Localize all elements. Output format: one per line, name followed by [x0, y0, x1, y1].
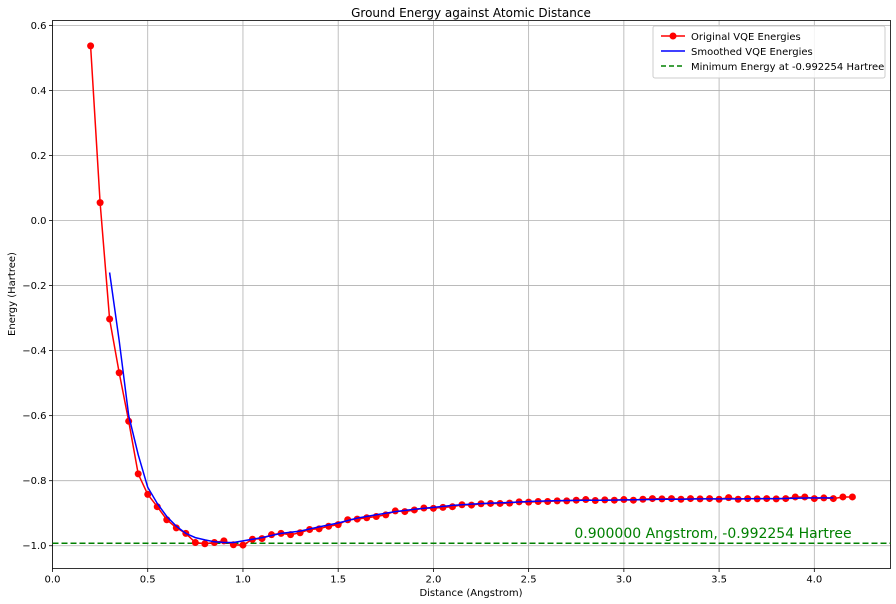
- original-vqe-point: [220, 537, 228, 545]
- smoothed-vqe-line: [108, 272, 834, 544]
- y-tick-label: 0.6: [31, 21, 47, 32]
- y-axis-label: Energy (Hartree): [7, 252, 18, 336]
- original-vqe-point: [848, 493, 856, 501]
- x-tick-label: 3.0: [616, 575, 632, 586]
- y-tick-label: −1.0: [22, 541, 46, 552]
- original-vqe-point: [96, 199, 104, 207]
- legend-original-marker: [669, 32, 677, 40]
- original-vqe-point: [239, 541, 247, 549]
- y-tick-label: −0.8: [22, 476, 46, 487]
- legend-minimum-label: Minimum Energy at -0.992254 Hartree: [691, 62, 884, 73]
- x-tick-label: 3.5: [711, 575, 727, 586]
- original-vqe-point: [839, 493, 847, 501]
- original-vqe-point: [725, 494, 733, 502]
- original-vqe-point: [191, 538, 199, 546]
- x-tick-label: 2.5: [521, 575, 537, 586]
- legend-box: [652, 25, 886, 79]
- original-vqe-point: [87, 42, 95, 50]
- x-tick-label: 4.0: [806, 575, 822, 586]
- legend-smoothed-label: Smoothed VQE Energies: [691, 47, 813, 58]
- original-vqe-point: [401, 508, 409, 516]
- original-vqe-point: [648, 495, 656, 503]
- original-vqe-point: [134, 470, 142, 478]
- original-vqe-point: [448, 503, 456, 511]
- legend: Original VQE Energies Smoothed VQE Energ…: [652, 25, 886, 79]
- original-vqe-point: [115, 369, 123, 377]
- original-vqe-point: [106, 315, 114, 323]
- legend-original-label: Original VQE Energies: [691, 32, 801, 43]
- series-layer: [52, 42, 891, 549]
- x-tick-label: 1.0: [235, 575, 251, 586]
- y-axis-ticks: 0.6 0.4 0.2 0.0 −0.2 −0.4 −0.6 −0.8 −1.0: [22, 21, 53, 552]
- y-tick-label: 0.0: [31, 216, 47, 227]
- x-tick-label: 0.0: [45, 575, 61, 586]
- original-vqe-point: [144, 490, 152, 498]
- y-tick-label: −0.6: [22, 411, 46, 422]
- x-tick-label: 0.5: [140, 575, 156, 586]
- x-axis-label: Distance (Angstrom): [419, 588, 522, 599]
- grid: [52, 20, 891, 569]
- x-tick-label: 1.5: [330, 575, 346, 586]
- x-axis-ticks: 0.0 0.5 1.0 1.5 2.0 2.5 3.0 3.5 4.0: [45, 568, 822, 586]
- original-vqe-point: [801, 493, 809, 501]
- min-energy-annotation: 0.900000 Angstrom, -0.992254 Hartree: [574, 526, 851, 542]
- original-vqe-point: [791, 493, 799, 501]
- chart-title: Ground Energy against Atomic Distance: [351, 6, 591, 20]
- y-tick-label: −0.2: [22, 281, 46, 292]
- original-vqe-point: [172, 524, 180, 532]
- y-tick-label: −0.4: [22, 346, 46, 357]
- original-vqe-point: [468, 501, 475, 509]
- x-tick-label: 2.0: [425, 575, 441, 586]
- y-tick-label: 0.4: [31, 86, 47, 97]
- plot-frame: [52, 20, 891, 569]
- original-vqe-point: [201, 540, 209, 548]
- y-tick-label: 0.2: [31, 151, 47, 162]
